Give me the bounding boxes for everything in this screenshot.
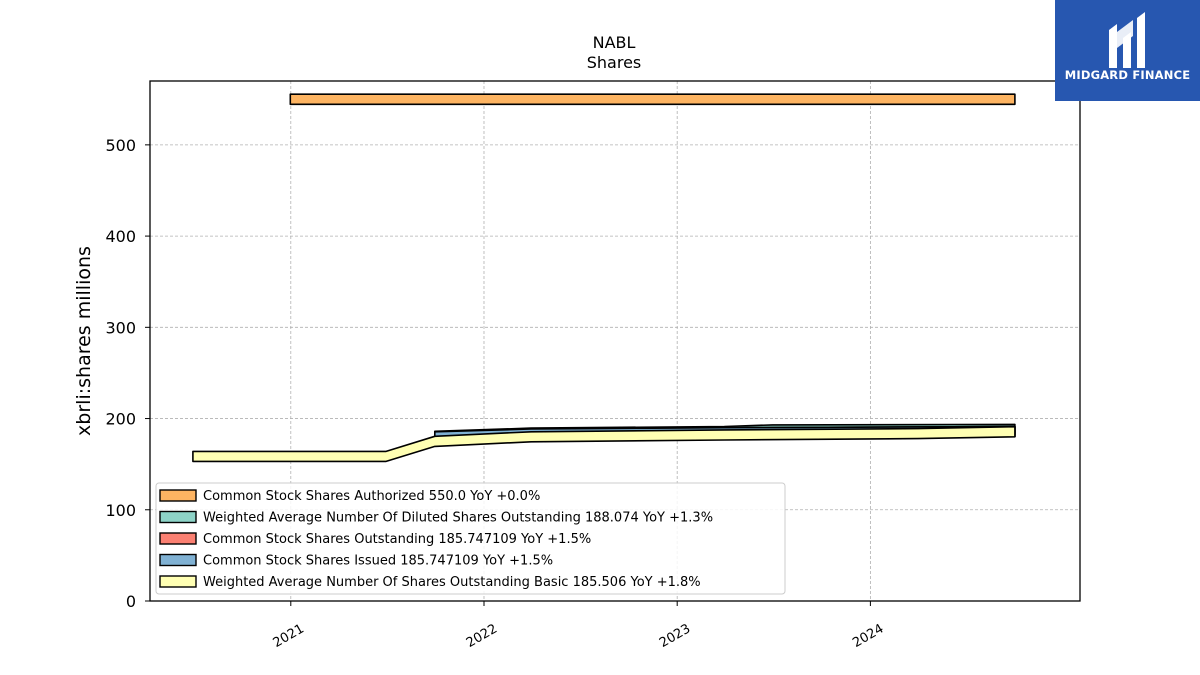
brand-name: MIDGARD FINANCE bbox=[1064, 68, 1191, 82]
series-layer bbox=[192, 93, 1016, 463]
legend-entry: Common Stock Shares Issued 185.747109 Yo… bbox=[203, 554, 553, 569]
gridlines bbox=[150, 81, 1080, 601]
chart-subtitle: Shares bbox=[587, 53, 642, 72]
series-band-0 bbox=[289, 93, 1016, 106]
legend-entry: Common Stock Shares Authorized 550.0 YoY… bbox=[203, 489, 540, 504]
legend-entry: Weighted Average Number Of Shares Outsta… bbox=[203, 575, 701, 590]
legend: Common Stock Shares Authorized 550.0 YoY… bbox=[155, 482, 786, 595]
y-axis: 0 100 200 300 400 500 bbox=[105, 136, 150, 611]
legend-swatch bbox=[159, 553, 197, 567]
x-tick-label: 2023 bbox=[657, 621, 693, 651]
y-tick-label: 100 bbox=[105, 501, 136, 520]
legend-swatch bbox=[159, 575, 197, 588]
legend-entry: Common Stock Shares Outstanding 185.7471… bbox=[203, 532, 591, 547]
legend-box bbox=[155, 482, 786, 595]
y-tick-label: 400 bbox=[105, 227, 136, 246]
x-axis: 2021 2022 2023 2024 bbox=[271, 601, 886, 651]
legend-entry: Weighted Average Number Of Diluted Share… bbox=[203, 511, 713, 526]
chart-title: NABL bbox=[593, 33, 636, 52]
y-tick-label: 0 bbox=[126, 592, 136, 611]
legend-swatch bbox=[159, 489, 197, 502]
y-axis-label: xbrli:shares millions bbox=[73, 246, 95, 436]
legend-swatch bbox=[159, 532, 197, 545]
plot-frame bbox=[149, 80, 1081, 602]
y-tick-label: 300 bbox=[105, 318, 136, 337]
brand-logo: MIDGARD FINANCE bbox=[1055, 0, 1200, 101]
logo-mark-icon bbox=[1109, 12, 1145, 68]
legend-swatch bbox=[159, 510, 197, 524]
series-band-4 bbox=[192, 425, 1016, 463]
x-tick-label: 2022 bbox=[464, 621, 500, 651]
x-tick-label: 2024 bbox=[850, 621, 886, 651]
x-tick-label: 2021 bbox=[271, 621, 307, 651]
y-tick-label: 500 bbox=[105, 136, 136, 155]
y-tick-label: 200 bbox=[105, 410, 136, 429]
